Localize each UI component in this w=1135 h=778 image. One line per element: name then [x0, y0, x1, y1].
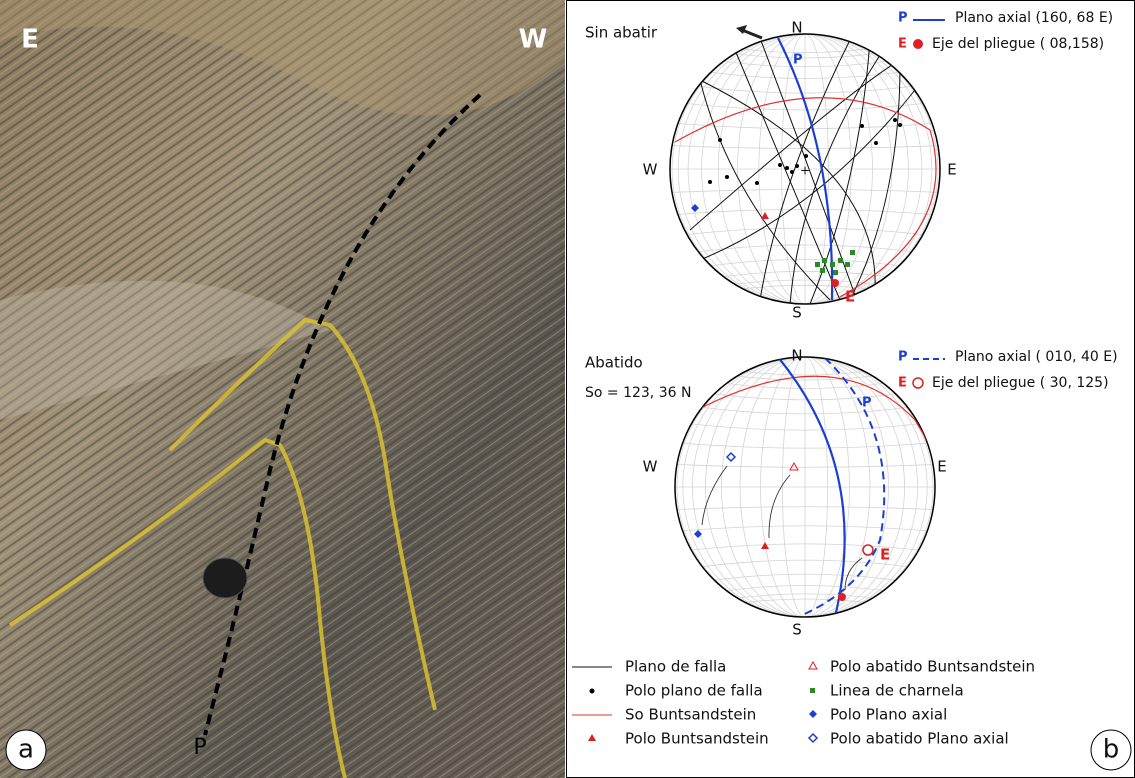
lens-cap	[203, 558, 247, 598]
panel-label: a	[18, 735, 34, 765]
legend-symbol: P	[898, 11, 908, 26]
cardinal: N	[791, 19, 802, 37]
axial-label: P	[193, 735, 206, 760]
bedding-note: So = 123, 36 N	[585, 385, 691, 401]
cardinal: W	[643, 458, 658, 476]
photo-panel: E W P a	[0, 0, 565, 778]
legend-text: Eje del pliegue ( 30, 125)	[932, 375, 1109, 391]
cardinal: W	[643, 161, 658, 179]
cardinal: E	[947, 161, 956, 179]
legend-symbol: E	[898, 37, 907, 52]
legend-symbol: E	[898, 376, 907, 391]
legend-text: Polo abatido Plano axial	[830, 730, 1009, 748]
legend-text: Polo abatido Buntsandstein	[830, 658, 1035, 676]
legend-text: Polo Plano axial	[830, 706, 947, 724]
legend-text: Polo Buntsandstein	[625, 730, 769, 748]
cardinal: N	[791, 347, 802, 365]
legend-key	[810, 688, 815, 693]
legend-text: Linea de charnela	[830, 682, 964, 700]
plane-label: P	[793, 53, 803, 68]
legend-text: Polo plano de falla	[625, 682, 763, 700]
figure: E W P a + Sin abatir N S W E P E P Plano…	[0, 0, 1135, 778]
legend-text: Plano de falla	[625, 658, 726, 676]
axis-label: E	[880, 546, 890, 564]
center-cross: +	[800, 164, 810, 178]
cardinal: S	[792, 621, 802, 639]
fold-axis-rotated	[863, 545, 873, 555]
fold-axis	[838, 593, 846, 601]
stereonet-panel: + Sin abatir N S W E P E P Plano axial (…	[567, 1, 1135, 778]
orientation-label: E	[21, 25, 39, 55]
panel-label: b	[1103, 735, 1120, 765]
legend-text: So Buntsandstein	[625, 706, 756, 724]
legend-symbol: P	[898, 350, 908, 365]
legend-text: Eje del pliegue ( 08,158)	[932, 36, 1104, 52]
legend-text: Plano axial (160, 68 E)	[955, 10, 1113, 26]
cardinal: E	[937, 458, 946, 476]
cardinal: S	[792, 304, 802, 322]
axis-label: E	[845, 288, 855, 306]
orientation-label: W	[519, 25, 548, 55]
legend-dot	[913, 39, 923, 49]
legend-key	[590, 689, 595, 694]
plane-label: P	[862, 396, 872, 411]
net-title: Abatido	[585, 354, 643, 372]
legend-dot	[913, 378, 923, 388]
legend-text: Plano axial ( 010, 40 E)	[955, 349, 1118, 365]
fold-axis	[831, 279, 839, 287]
net-title: Sin abatir	[585, 24, 658, 42]
